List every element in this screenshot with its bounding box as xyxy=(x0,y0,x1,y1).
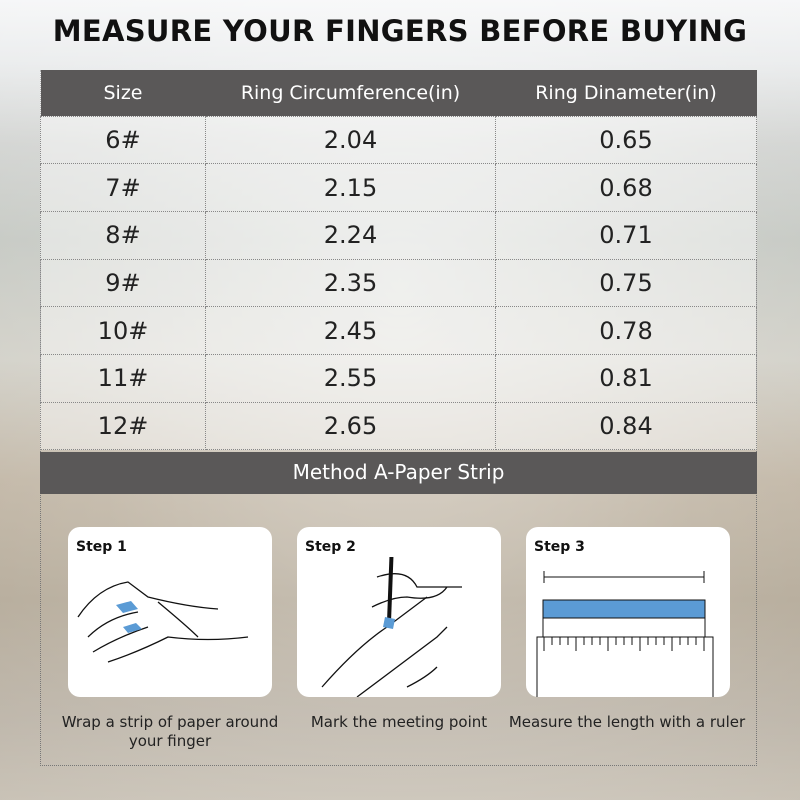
method-banner: Method A-Paper Strip xyxy=(40,452,757,494)
cell-diameter: 0.78 xyxy=(495,306,757,355)
cell-circumference: 2.15 xyxy=(205,163,496,212)
cell-circumference: 2.65 xyxy=(205,401,496,451)
cell-diameter: 0.81 xyxy=(495,353,757,403)
header-size: Size xyxy=(40,70,206,116)
step-label: Step 1 xyxy=(76,539,127,555)
cell-diameter: 0.84 xyxy=(495,401,757,451)
size-table: Size Ring Circumference(in) Ring Dinamet… xyxy=(40,70,757,451)
cell-circumference: 2.04 xyxy=(205,115,496,165)
table-header-row: Size Ring Circumference(in) Ring Dinamet… xyxy=(40,70,757,116)
cell-size: 10# xyxy=(40,306,206,355)
step-label: Step 3 xyxy=(534,539,585,555)
page-title: MEASURE YOUR FINGERS BEFORE BUYING xyxy=(52,14,748,48)
header-diameter: Ring Dinameter(in) xyxy=(495,70,757,116)
step-3-caption: Measure the length with a ruler xyxy=(508,713,746,731)
cell-circumference: 2.55 xyxy=(205,353,496,403)
table-row: 9# 2.35 0.75 xyxy=(40,258,757,308)
cell-circumference: 2.35 xyxy=(205,258,496,308)
step-2-caption: Mark the meeting point xyxy=(310,713,488,731)
header-circumference: Ring Circumference(in) xyxy=(205,70,496,116)
table-row: 8# 2.24 0.71 xyxy=(40,210,757,260)
cell-size: 8# xyxy=(40,210,206,260)
step-1-card: Step 1 xyxy=(68,527,272,697)
table-row: 7# 2.15 0.68 xyxy=(40,163,757,212)
cell-diameter: 0.68 xyxy=(495,163,757,212)
table-row: 6# 2.04 0.65 xyxy=(40,115,757,165)
cell-diameter: 0.71 xyxy=(495,210,757,260)
cell-diameter: 0.65 xyxy=(495,115,757,165)
cell-diameter: 0.75 xyxy=(495,258,757,308)
step-label: Step 2 xyxy=(305,539,356,555)
cell-circumference: 2.45 xyxy=(205,306,496,355)
step-2-card: Step 2 xyxy=(297,527,501,697)
step-1-caption: Wrap a strip of paper around your finger xyxy=(61,713,279,750)
table-row: 12# 2.65 0.84 xyxy=(40,401,757,451)
cell-circumference: 2.24 xyxy=(205,210,496,260)
cell-size: 9# xyxy=(40,258,206,308)
table-row: 10# 2.45 0.78 xyxy=(40,306,757,355)
cell-size: 12# xyxy=(40,401,206,451)
step-3-card: Step 3 xyxy=(526,527,730,697)
hand-pen-icon xyxy=(321,557,462,697)
table-row: 11# 2.55 0.81 xyxy=(40,353,757,403)
hand-wrap-icon xyxy=(77,581,249,663)
cell-size: 7# xyxy=(40,163,206,212)
ruler-icon xyxy=(536,571,714,697)
cell-size: 11# xyxy=(40,353,206,403)
cell-size: 6# xyxy=(40,115,206,165)
